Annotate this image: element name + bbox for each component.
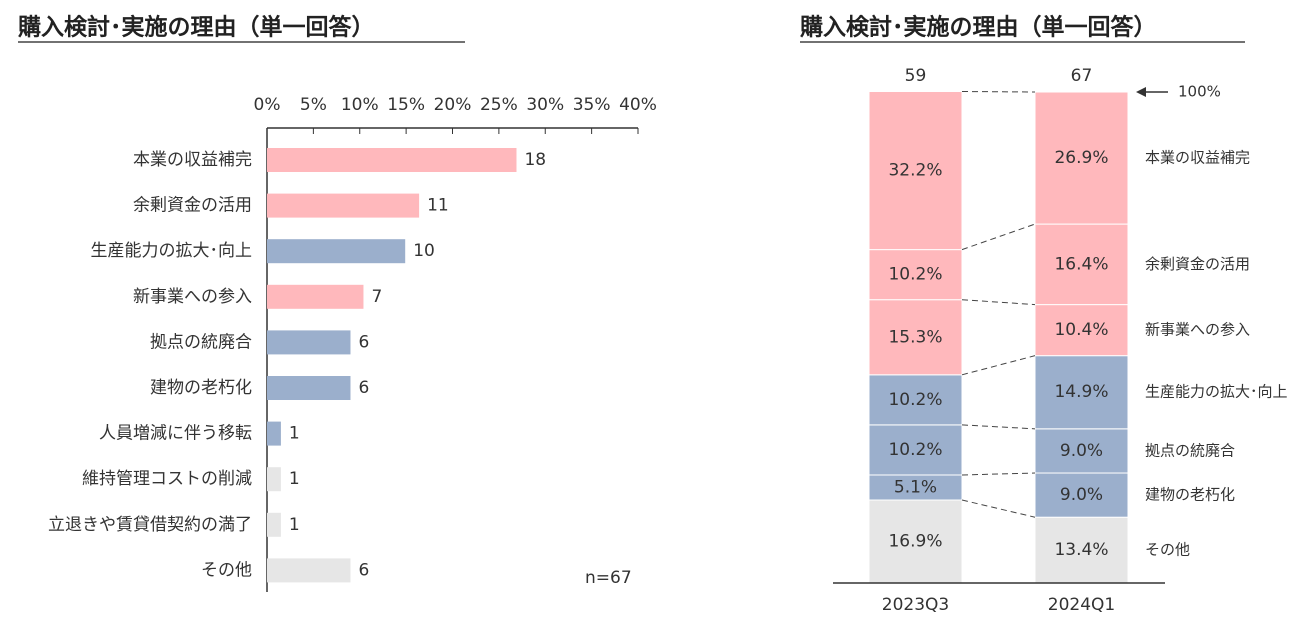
count-label: 7 (371, 287, 382, 307)
data-label: 16.4% (1054, 254, 1108, 274)
data-label: 9.0% (1060, 485, 1103, 505)
connector (961, 499, 1036, 518)
category-label: 維持管理コストの削減 (82, 469, 252, 489)
data-label: 13.4% (1054, 540, 1108, 560)
bar (267, 193, 420, 218)
legend-label: 本業の収益補完 (1145, 149, 1250, 167)
connector (961, 299, 1036, 306)
legend-label: その他 (1145, 541, 1190, 559)
category-label: その他 (201, 560, 252, 580)
x-tick-label: 10% (341, 95, 379, 115)
category-label: 2023Q3 (882, 595, 949, 615)
x-tick-label: 20% (434, 95, 472, 115)
count-label: 10 (413, 241, 435, 261)
bar-segment (1034, 428, 1129, 474)
note: n=67 (585, 568, 632, 588)
bar (267, 330, 351, 355)
bar (267, 421, 281, 446)
data-label: 32.2% (888, 161, 942, 181)
data-label: 10.2% (888, 390, 942, 410)
category-label: 生産能力の拡大･向上 (91, 241, 253, 261)
bar-segment (1034, 516, 1129, 584)
x-tick-label: 5% (300, 95, 327, 115)
x-tick-label: 0% (254, 95, 281, 115)
legend-label: 拠点の統廃合 (1145, 441, 1235, 459)
bar-segment (868, 424, 963, 476)
bar (267, 148, 517, 172)
category-label: 2024Q1 (1048, 595, 1115, 615)
bar-segment (1034, 91, 1129, 225)
bar (267, 239, 406, 264)
x-tick-label: 25% (480, 95, 518, 115)
data-label: 14.9% (1054, 382, 1108, 402)
bar-segment (868, 474, 963, 501)
bar-segment (1034, 223, 1129, 306)
data-label: 16.9% (888, 532, 942, 552)
category-label: 建物の老朽化 (150, 378, 252, 398)
annotation: 100% (1178, 83, 1221, 101)
count-label: 1 (289, 469, 300, 489)
total-label: 59 (905, 66, 927, 86)
category-label: 人員増減に伴う移転 (99, 424, 252, 444)
connector (961, 472, 1036, 476)
data-label: 10.2% (888, 440, 942, 460)
category-label: 本業の収益補完 (133, 150, 252, 170)
data-label: 10.2% (888, 265, 942, 285)
connector (961, 424, 1036, 430)
bar-segment (868, 249, 963, 301)
count-label: 11 (427, 196, 449, 216)
bar (267, 467, 281, 492)
data-label: 10.4% (1054, 320, 1108, 340)
bar-segment (1034, 472, 1129, 518)
chart-title: 購入検討･実施の理由（単一回答） (18, 14, 375, 41)
count-label: 1 (289, 424, 300, 444)
bar-segment (868, 91, 963, 251)
bar (267, 558, 351, 583)
bar (267, 284, 364, 309)
count-label: 6 (358, 378, 369, 398)
count-label: 1 (289, 515, 300, 535)
bar-segment (1034, 304, 1129, 357)
data-label: 9.0% (1060, 441, 1103, 461)
connector (961, 223, 1036, 251)
category-label: 拠点の統廃合 (150, 332, 252, 352)
bar-segment (868, 499, 963, 584)
bar-segment (868, 299, 963, 376)
chart-title: 購入検討･実施の理由（単一回答） (800, 14, 1157, 41)
count-label: 6 (358, 332, 369, 352)
bar-segment (868, 374, 963, 426)
x-tick-label: 30% (526, 95, 564, 115)
arrow-head (1136, 87, 1146, 97)
data-label: 26.9% (1054, 148, 1108, 168)
bar (267, 512, 281, 537)
connector (961, 355, 1036, 376)
category-label: 新事業への参入 (133, 287, 252, 307)
count-label: 18 (524, 150, 546, 170)
category-label: 余剰資金の活用 (133, 196, 252, 216)
category-label: 立退きや賃貸借契約の満了 (48, 515, 252, 535)
x-tick-label: 15% (387, 95, 425, 115)
x-tick-label: 40% (619, 95, 657, 115)
legend-label: 新事業への参入 (1145, 321, 1250, 339)
bar (267, 376, 351, 400)
legend-label: 余剰資金の活用 (1145, 255, 1250, 273)
data-label: 15.3% (888, 327, 942, 347)
count-label: 6 (358, 560, 369, 580)
data-label: 5.1% (894, 478, 937, 498)
legend-label: 生産能力の拡大･向上 (1145, 383, 1288, 401)
total-label: 67 (1071, 66, 1093, 86)
legend-label: 建物の老朽化 (1145, 486, 1235, 504)
x-tick-label: 35% (573, 95, 611, 115)
